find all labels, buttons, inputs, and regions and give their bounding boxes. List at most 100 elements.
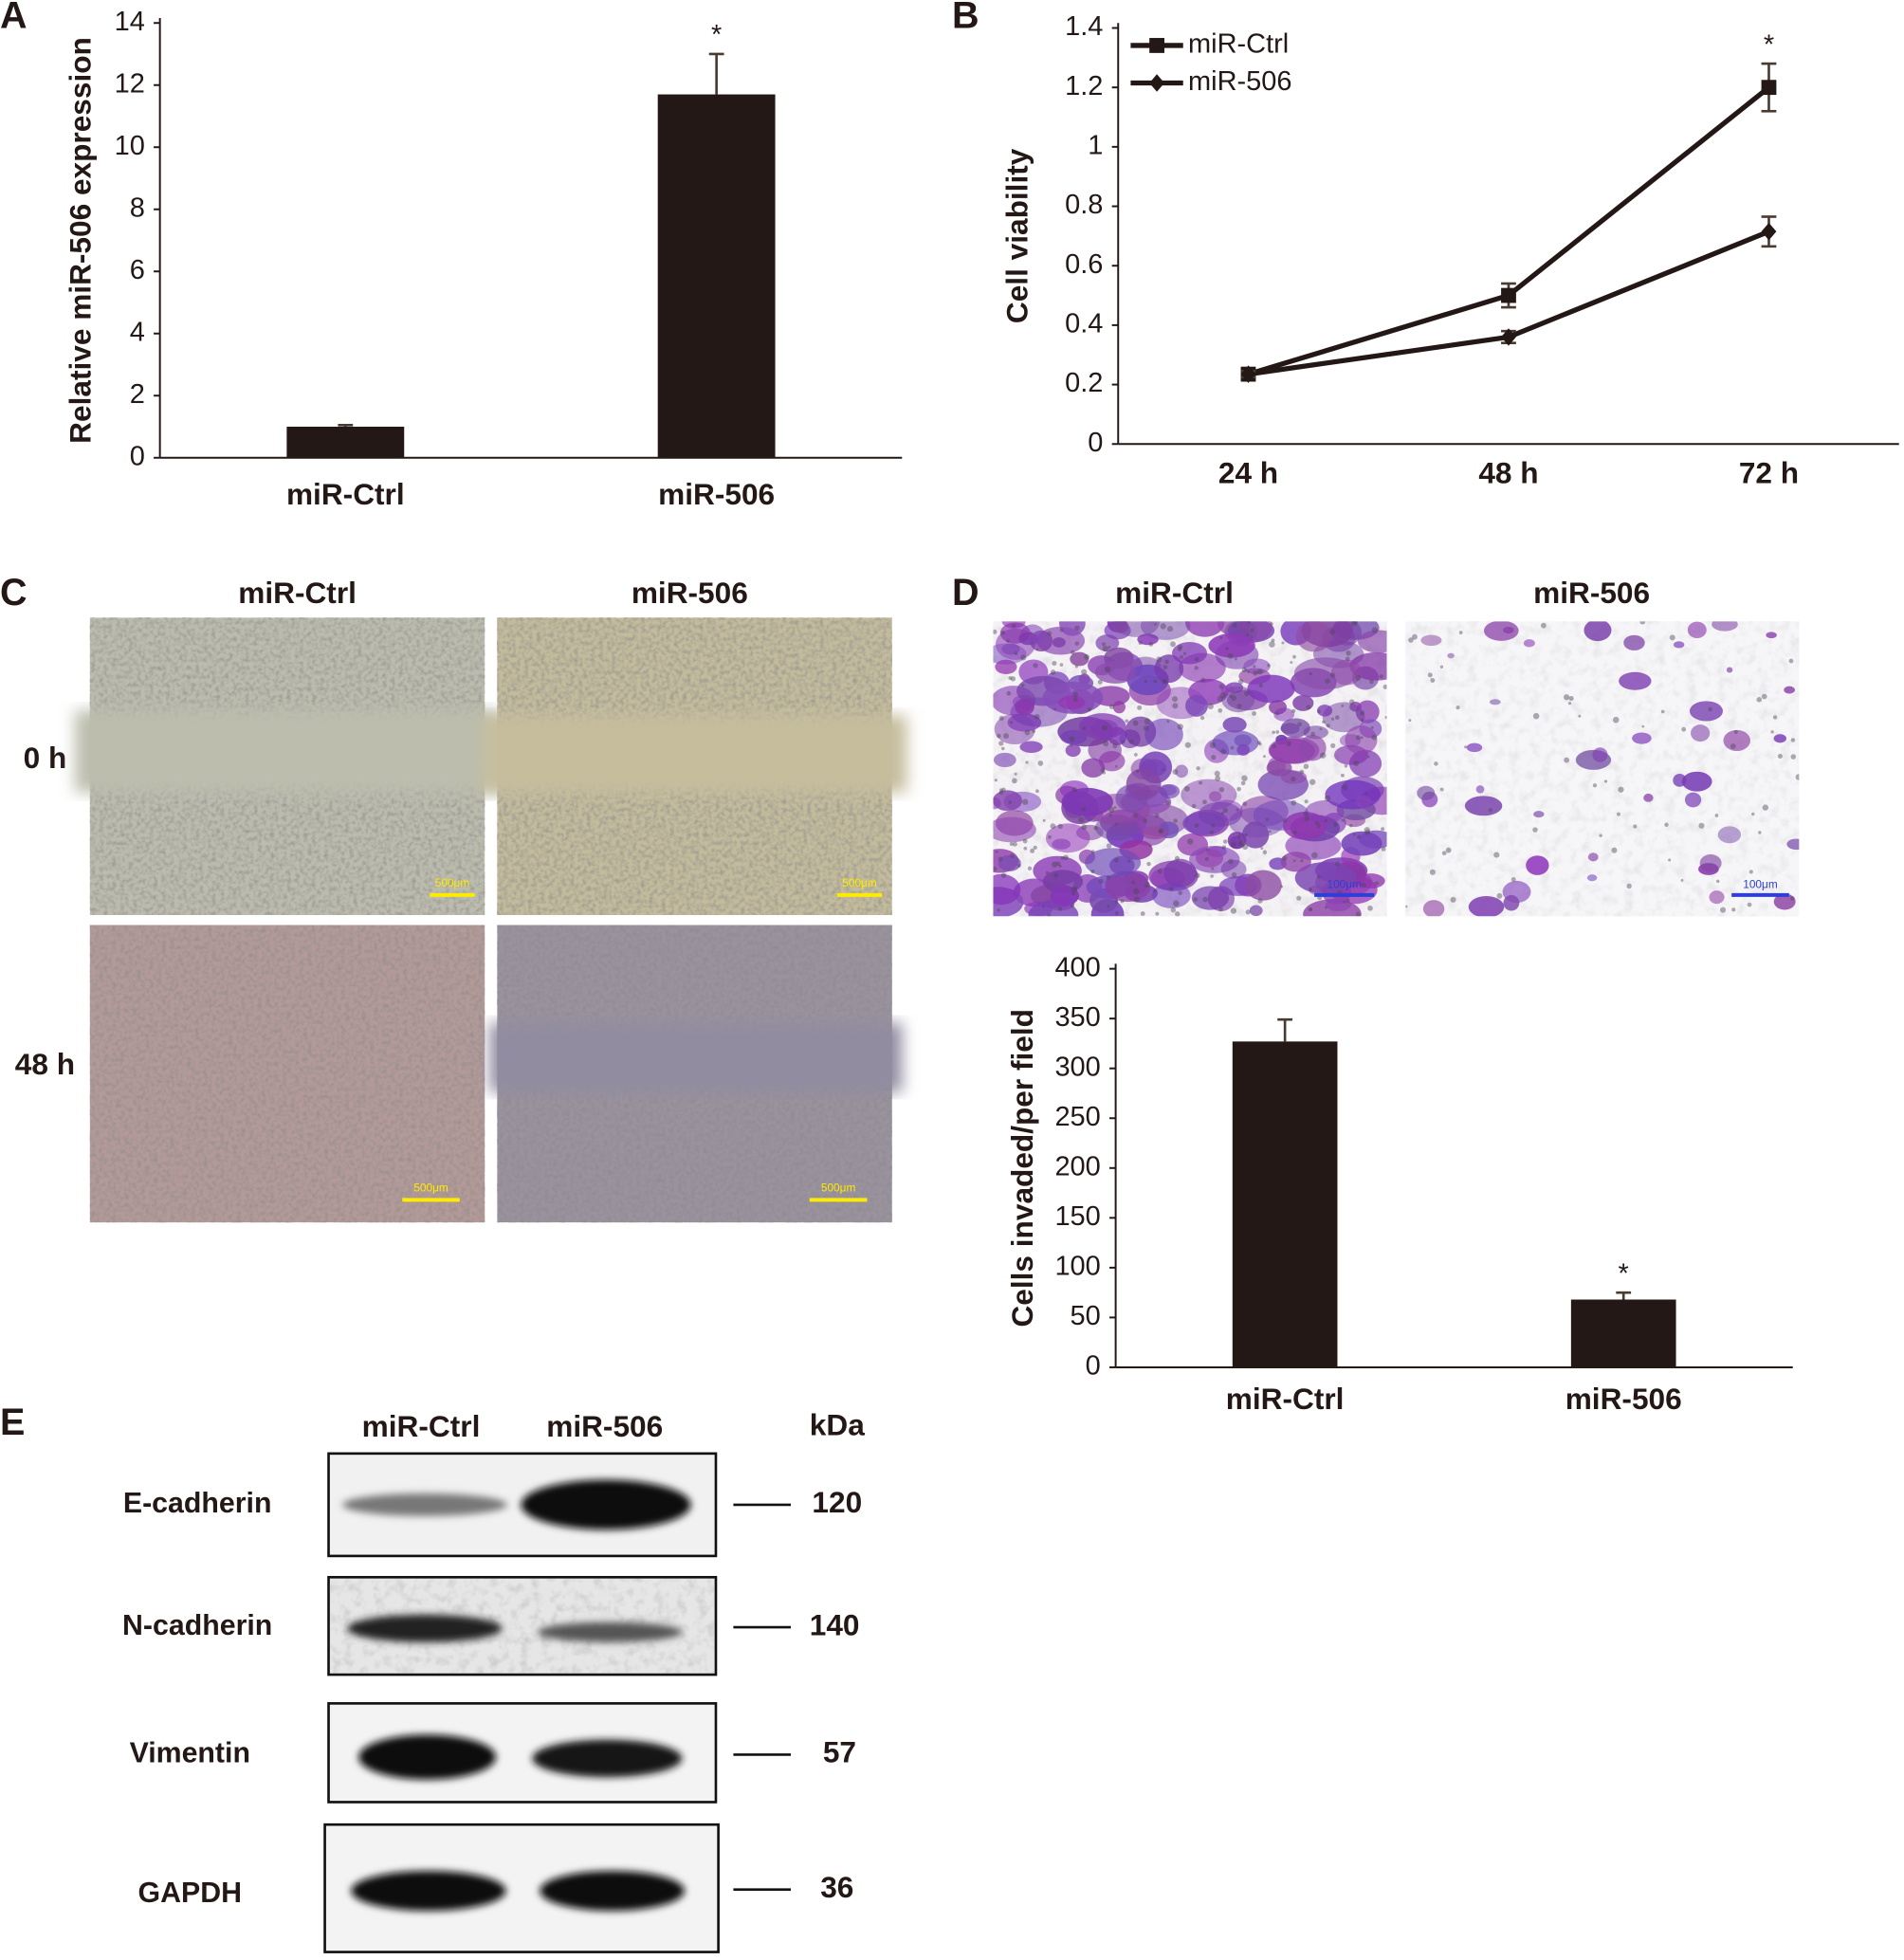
pore [1205,848,1209,852]
pore [1057,907,1063,911]
cell [1050,886,1079,907]
pore [1108,645,1111,649]
legend-marker [1149,74,1164,92]
pore [1193,897,1199,902]
pore [1140,911,1145,916]
pore [1325,678,1330,685]
pore [1047,913,1051,917]
legend-marker [1149,38,1164,53]
pore [1616,812,1620,816]
pore [1237,679,1244,685]
pore [1291,799,1297,806]
cell [1154,654,1184,684]
cell [1447,652,1455,659]
pore [1211,867,1215,870]
pore [1411,633,1418,640]
pore [1132,720,1139,726]
cell [993,752,1016,768]
pore [1069,736,1075,742]
pore [1758,831,1762,834]
pore [1008,676,1013,681]
cell [1691,724,1711,742]
pore [1108,814,1112,817]
cell [1709,890,1725,905]
pore [1268,830,1272,833]
pore [1439,665,1444,669]
pore [1211,823,1216,828]
cell [1623,634,1645,650]
x-tick-label: 48 h [1478,456,1538,490]
pore [1352,833,1356,836]
cell [1681,771,1712,792]
pore [1364,827,1370,833]
pore [1439,787,1444,792]
cell [1247,674,1295,704]
pore [1006,639,1010,644]
pore [1081,669,1088,675]
cell [1717,826,1742,844]
pore [1236,704,1242,709]
pore [1014,772,1017,776]
cell [1085,848,1142,878]
pore [1000,872,1007,878]
cell [1489,699,1501,705]
pore [1267,664,1271,668]
y-tick-label: 6 [130,255,145,285]
pore [1341,773,1345,778]
pore [1058,864,1062,868]
pore [1138,640,1143,646]
marker [1501,328,1516,346]
pore [1070,650,1075,655]
pore [1217,695,1223,703]
pore [1493,852,1500,858]
pore [1153,679,1158,684]
cell [1420,634,1442,647]
pore [997,733,1001,739]
pore [1014,651,1018,655]
pore [1303,763,1309,770]
pore [1021,798,1029,805]
pore [1178,890,1183,895]
pore [1222,839,1228,844]
pore [1100,767,1106,773]
pore [1034,713,1040,720]
pore [1107,905,1110,908]
cell [1212,729,1259,756]
pore [1164,659,1169,665]
pore [1381,827,1385,832]
unit-label: kDa [810,1408,865,1442]
pore [1262,850,1268,854]
y-tick-label: 300 [1054,1052,1100,1082]
x-tick-label: miR-Ctrl [1226,1382,1345,1416]
pore [1241,667,1247,673]
row-label: 48 h [15,1047,75,1081]
column-label: miR-Ctrl [238,576,357,610]
pore [1578,714,1582,718]
pore [1567,702,1572,705]
y-tick-label: 14 [115,7,145,37]
cell [1305,800,1345,825]
pore [1106,875,1110,880]
pore [1756,697,1763,703]
pore [1228,858,1234,865]
y-tick-label: 0 [130,441,145,471]
pore [1001,746,1005,751]
pore [1290,661,1293,664]
pore [1309,779,1316,785]
column-label: miR-Ctrl [362,1409,481,1443]
pore [998,856,1003,862]
cell [1766,632,1777,639]
cell-texture [89,925,485,1223]
cell [1249,905,1263,917]
cell [1280,852,1311,872]
pore [1022,838,1028,844]
cell [1341,831,1382,856]
y-tick-label: 0.6 [1065,249,1103,280]
cell [1078,713,1126,740]
pore [1024,729,1031,736]
pore [1236,808,1239,812]
pore [1660,709,1665,714]
western-blot: miR-Ctrl miR-506 kDa E-cadherin 120 N-ca… [122,1408,865,1953]
pore [1163,665,1168,670]
pore [1311,852,1318,859]
